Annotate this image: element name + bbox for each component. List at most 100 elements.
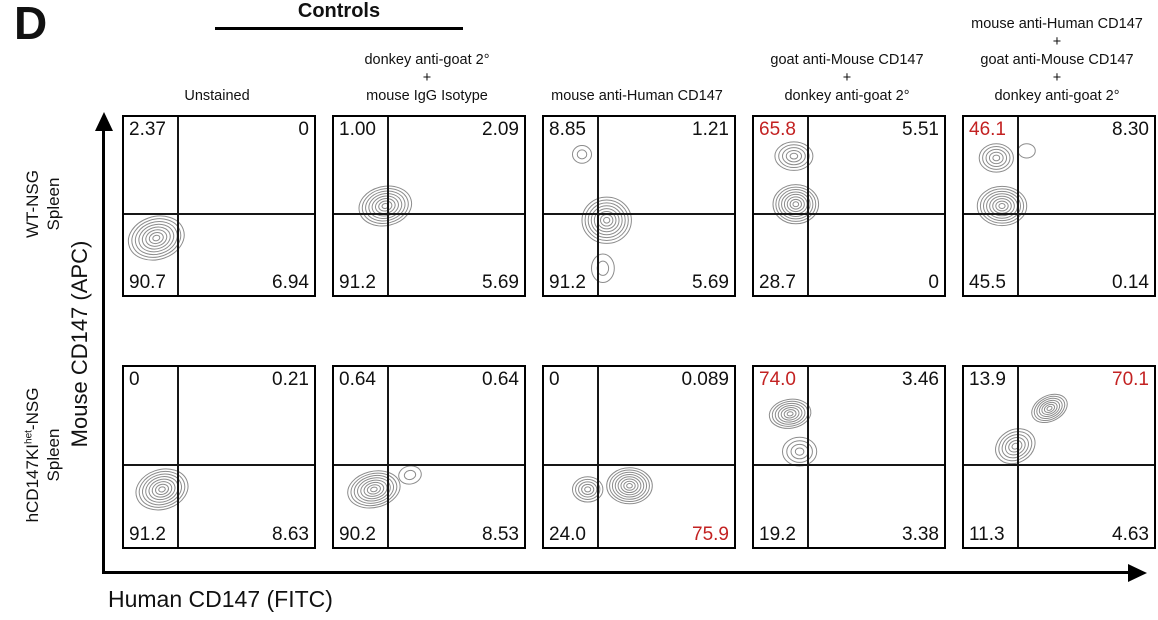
row-label-wt-nsg: WT-NSG Spleen <box>22 114 66 294</box>
row-label-pre: hCD147KI <box>23 443 42 523</box>
quadrant-pct-ll: 91.2 <box>129 524 166 545</box>
column-title-anti-human: mouse anti-Human CD147 <box>542 6 732 106</box>
quadrant-vline <box>597 117 599 295</box>
column-title-unstained: Unstained <box>122 6 312 106</box>
column-title-line: goat anti-Mouse CD147 <box>770 52 924 69</box>
quadrant-pct-ul: 0 <box>129 369 140 390</box>
quadrant-pct-lr: 6.94 <box>272 272 309 293</box>
quadrant-vline <box>807 367 809 547</box>
column-title-line: + <box>842 70 852 87</box>
quadrant-pct-ul: 0.64 <box>339 369 376 390</box>
quadrant-pct-ul: 2.37 <box>129 119 166 140</box>
quadrant-pct-ur: 3.46 <box>902 369 939 390</box>
contour-canvas <box>544 367 734 547</box>
column-title-isotype: donkey anti-goat 2° + mouse IgG Isotype <box>332 6 522 106</box>
flow-plot-ki-unstained: 0 0.21 91.2 8.63 <box>122 365 316 549</box>
panel-letter: D <box>14 0 48 49</box>
row-label-superscript: het <box>23 430 35 444</box>
quadrant-pct-ur: 0 <box>298 119 309 140</box>
flow-plot-ki-combined: 13.9 70.1 11.3 4.63 <box>962 365 1156 549</box>
quadrant-pct-lr: 0.14 <box>1112 272 1149 293</box>
flow-plot-wt-anti-human: 8.85 1.21 91.2 5.69 <box>542 115 736 297</box>
contour-canvas <box>754 367 944 547</box>
y-axis-line <box>102 130 105 574</box>
quadrant-vline <box>177 117 179 295</box>
quadrant-pct-ul: 1.00 <box>339 119 376 140</box>
quadrant-pct-ur: 0.64 <box>482 369 519 390</box>
quadrant-vline <box>597 367 599 547</box>
x-axis-line <box>102 571 1130 574</box>
x-axis-label: Human CD147 (FITC) <box>108 586 333 612</box>
flow-plot-ki-isotype: 0.64 0.64 90.2 8.53 <box>332 365 526 549</box>
quadrant-hline <box>124 213 314 215</box>
quadrant-vline <box>807 117 809 295</box>
quadrant-hline <box>964 464 1154 466</box>
quadrant-vline <box>387 367 389 547</box>
row-label-hcd147ki-nsg: hCD147KIhet-NSG Spleen <box>22 365 66 545</box>
quadrant-hline <box>754 464 944 466</box>
quadrant-hline <box>964 213 1154 215</box>
quadrant-pct-ur: 5.51 <box>902 119 939 140</box>
contour-canvas <box>124 367 314 547</box>
quadrant-pct-lr: 8.53 <box>482 524 519 545</box>
column-title-combined: mouse anti-Human CD147 + goat anti-Mouse… <box>962 6 1152 106</box>
column-title-line: mouse IgG Isotype <box>366 88 488 105</box>
quadrant-pct-ul: 13.9 <box>969 369 1006 390</box>
column-title-anti-mouse: goat anti-Mouse CD147 + donkey anti-goat… <box>752 6 942 106</box>
quadrant-pct-ll: 19.2 <box>759 524 796 545</box>
contour-canvas <box>964 367 1154 547</box>
quadrant-pct-ul: 65.8 <box>759 119 796 140</box>
contour-canvas <box>334 117 524 295</box>
quadrant-pct-ul: 46.1 <box>969 119 1006 140</box>
quadrant-pct-ll: 24.0 <box>549 524 586 545</box>
quadrant-pct-ul: 0 <box>549 369 560 390</box>
column-title-line: donkey anti-goat 2° <box>364 52 490 69</box>
quadrant-pct-ur: 0.089 <box>681 369 729 390</box>
column-title-line: goat anti-Mouse CD147 <box>980 52 1134 69</box>
row-label-line: Spleen <box>44 177 64 231</box>
quadrant-vline <box>1017 117 1019 295</box>
quadrant-vline <box>177 367 179 547</box>
y-axis-arrowhead-icon <box>94 112 113 131</box>
flow-plot-ki-anti-mouse: 74.0 3.46 19.2 3.38 <box>752 365 946 549</box>
row-label-line: Spleen <box>44 428 64 482</box>
y-axis-label: Mouse CD147 (APC) <box>67 240 92 448</box>
flow-plot-wt-unstained: 2.37 0 90.7 6.94 <box>122 115 316 297</box>
quadrant-pct-ll: 91.2 <box>339 272 376 293</box>
quadrant-hline <box>544 464 734 466</box>
x-axis-arrowhead-icon <box>1128 563 1147 582</box>
column-title-line: donkey anti-goat 2° <box>994 88 1120 105</box>
flow-plot-wt-combined: 46.1 8.30 45.5 0.14 <box>962 115 1156 297</box>
row-label-line: WT-NSG <box>23 170 42 238</box>
flow-plot-wt-anti-mouse: 65.8 5.51 28.7 0 <box>752 115 946 297</box>
quadrant-pct-ur: 0.21 <box>272 369 309 390</box>
column-title-line: mouse anti-Human CD147 <box>551 88 723 105</box>
contour-canvas <box>334 367 524 547</box>
quadrant-pct-ll: 90.7 <box>129 272 166 293</box>
quadrant-hline <box>124 464 314 466</box>
quadrant-pct-ur: 2.09 <box>482 119 519 140</box>
column-title-line: + <box>1052 34 1062 51</box>
quadrant-pct-lr: 8.63 <box>272 524 309 545</box>
column-title-line: Unstained <box>184 88 250 105</box>
quadrant-pct-ll: 90.2 <box>339 524 376 545</box>
controls-header: Controls <box>215 0 463 30</box>
quadrant-hline <box>544 213 734 215</box>
column-title-line: + <box>1052 70 1062 87</box>
quadrant-pct-lr: 5.69 <box>692 272 729 293</box>
quadrant-hline <box>334 464 524 466</box>
quadrant-pct-ur: 70.1 <box>1112 369 1149 390</box>
contour-canvas <box>124 117 314 295</box>
quadrant-pct-ur: 1.21 <box>692 119 729 140</box>
quadrant-pct-lr: 0 <box>928 272 939 293</box>
quadrant-pct-lr: 4.63 <box>1112 524 1149 545</box>
quadrant-pct-lr: 75.9 <box>692 524 729 545</box>
quadrant-pct-ur: 8.30 <box>1112 119 1149 140</box>
quadrant-vline <box>1017 367 1019 547</box>
quadrant-pct-ll: 11.3 <box>969 524 1005 545</box>
column-title-line: + <box>422 70 432 87</box>
row-label-line: hCD147KIhet-NSG <box>22 365 43 545</box>
quadrant-vline <box>387 117 389 295</box>
row-label-post: -NSG <box>23 387 42 431</box>
